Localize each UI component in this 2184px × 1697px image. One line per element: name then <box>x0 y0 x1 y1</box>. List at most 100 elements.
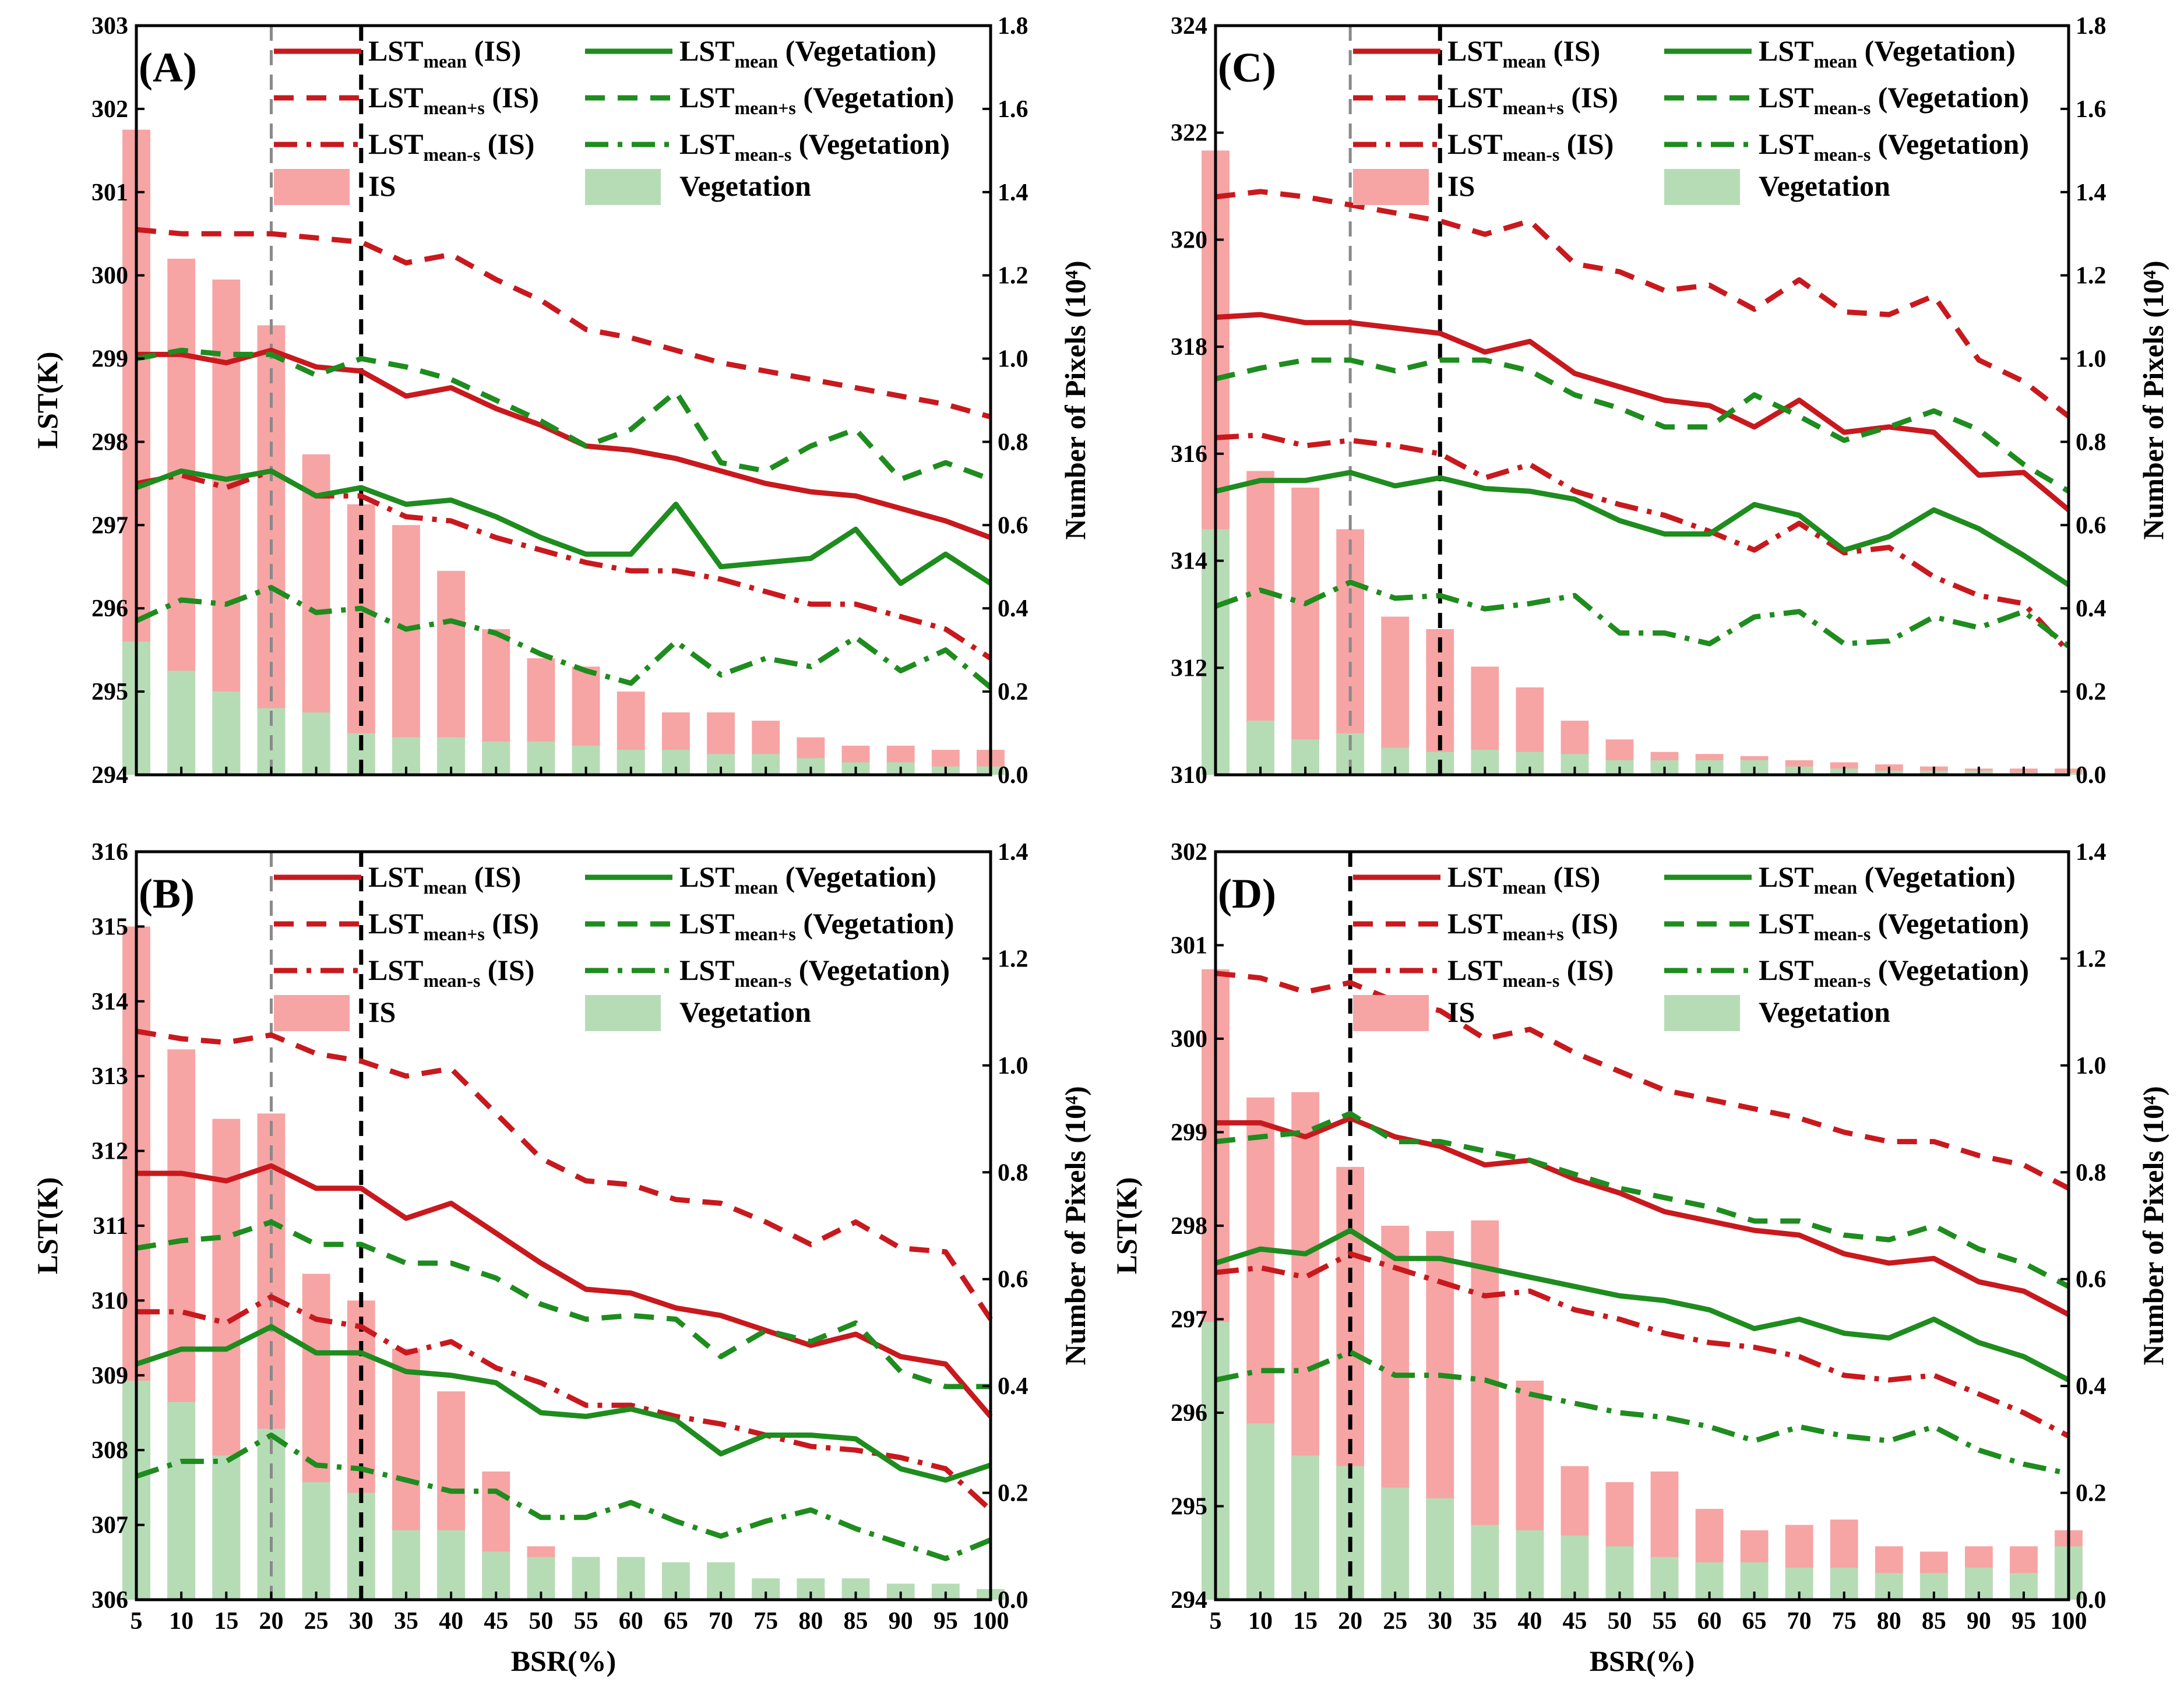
right-tick-label: 0.8 <box>2076 1159 2106 1186</box>
x-tick-label: 45 <box>1562 1608 1587 1635</box>
panel-label: (B) <box>139 870 195 917</box>
x-tick-label: 20 <box>1338 1608 1362 1635</box>
vegetation-bar-15 <box>212 1455 241 1600</box>
legend: LSTmean (IS) LSTmean (Vegetation) LSTmean+… <box>1353 34 2029 205</box>
x-tick-label: 100 <box>973 1608 1009 1635</box>
left-tick-label: 298 <box>1171 1213 1207 1240</box>
x-tick-label: 15 <box>214 1608 238 1635</box>
right-tick-label: 1.6 <box>998 96 1028 123</box>
right-tick-label: 1.2 <box>2076 263 2106 290</box>
vegetation-bar-35 <box>392 1530 420 1600</box>
line-lst-mean-vegetation <box>1214 1227 2070 1382</box>
left-axis-label: LST(K) <box>31 352 64 449</box>
left-tick-label: 314 <box>91 989 128 1015</box>
x-tick-label: 95 <box>2012 1608 2036 1635</box>
legend-label: LSTmean (Vegetation) <box>679 860 936 898</box>
right-tick-label: 0.2 <box>998 679 1028 705</box>
x-tick-label: 90 <box>1967 1608 1991 1635</box>
x-tick-label: 90 <box>889 1608 913 1635</box>
right-tick-label: 1.8 <box>2076 13 2106 40</box>
vegetation-bar-10 <box>167 1402 196 1600</box>
right-tick-label: 1.6 <box>2076 96 2106 123</box>
x-tick-label: 80 <box>798 1608 823 1635</box>
legend-label: LSTmean (Vegetation) <box>679 34 936 72</box>
legend-bar-label: IS <box>1447 996 1475 1028</box>
panel-b: 306 307 308 309 310 311 312 313 314 315 316 0.0 0.2 0… <box>31 839 1091 1677</box>
panel-c: 310 312 314 316 318 320 322 324 0.0 0.2 0.4 0.6 0.8 1… <box>1171 13 2169 789</box>
x-tick-label: 65 <box>1742 1608 1767 1635</box>
line-lst-mean-is <box>136 347 992 541</box>
legend-label: LSTmean (IS) <box>1447 860 1600 898</box>
left-tick-label: 314 <box>1171 548 1207 575</box>
line-lst-mean-is <box>136 1163 993 1419</box>
legend-bar-swatch <box>1353 995 1429 1031</box>
x-tick-label: 30 <box>1428 1608 1452 1635</box>
plot-frame <box>1214 24 2070 777</box>
left-tick-label: 296 <box>1171 1400 1207 1427</box>
left-tick-label: 299 <box>1171 1120 1207 1146</box>
left-tick-label: 309 <box>91 1363 128 1389</box>
left-tick-label: 313 <box>91 1063 128 1090</box>
vegetation-bar-50 <box>1605 1546 1634 1600</box>
x-tick-label: 40 <box>1517 1608 1542 1635</box>
line-lst-mean-s-vegetation <box>1215 1349 2069 1476</box>
right-tick-label: 1.2 <box>2076 945 2106 972</box>
x-tick-label: 10 <box>169 1608 193 1635</box>
left-tick-label: 316 <box>1171 441 1207 468</box>
vegetation-bar-25 <box>302 712 330 775</box>
left-tick-label: 312 <box>91 1138 128 1165</box>
x-tick-label: 25 <box>304 1608 329 1635</box>
legend-bar-label: Vegetation <box>679 996 811 1028</box>
legend-label: LSTmean+s (Vegetation) <box>679 81 954 118</box>
right-tick-label: 0.4 <box>2076 1373 2106 1400</box>
panel-a: 294 295 296 297 298 299 300 301 302 303 0.0 0.2 0.4 0… <box>31 13 1091 789</box>
left-tick-label: 302 <box>1171 839 1207 866</box>
line-lst-mean-s-is <box>1215 971 2070 1191</box>
left-tick-label: 301 <box>1171 933 1207 959</box>
vegetation-bar-35 <box>1471 1525 1499 1600</box>
bars <box>1202 969 2083 1600</box>
right-tick-label: 0.0 <box>998 762 1028 789</box>
series-lines <box>135 227 992 690</box>
x-tick-label: 65 <box>664 1608 688 1635</box>
vegetation-bar-15 <box>1291 1455 1319 1600</box>
left-tick-label: 302 <box>91 96 128 123</box>
is-bar-35 <box>392 525 420 775</box>
x-tick-label: 5 <box>1210 1608 1222 1635</box>
vegetation-bar-20 <box>1336 1466 1365 1600</box>
legend-bar-swatch <box>274 995 350 1031</box>
x-tick-label: 55 <box>574 1608 598 1635</box>
line-lst-mean-vegetation <box>135 468 992 586</box>
vegetation-bar-45 <box>1560 1535 1589 1600</box>
right-tick-label: 0.0 <box>998 1587 1028 1614</box>
legend-label: LSTmean-s (IS) <box>368 954 534 991</box>
legend-label: LSTmean (Vegetation) <box>1759 34 2016 72</box>
x-tick-label: 35 <box>1473 1608 1497 1635</box>
line-lst-mean-vegetation <box>135 1324 992 1483</box>
left-tick-label: 298 <box>91 429 128 456</box>
right-axis-label: Number of Pixels (10⁴) <box>1059 1086 1091 1365</box>
right-tick-label: 0.6 <box>2076 512 2106 539</box>
plot-frame <box>135 24 992 777</box>
x-tick-label: 45 <box>484 1608 508 1635</box>
legend-bar-label: IS <box>368 170 396 202</box>
vegetation-bar-10 <box>167 671 196 775</box>
right-tick-label: 1.4 <box>2076 839 2106 866</box>
legend-label: LSTmean+s (Vegetation) <box>679 907 954 944</box>
left-tick-label: 308 <box>91 1437 128 1464</box>
legend-label: LSTmean-s (Vegetation) <box>1759 81 2029 118</box>
right-tick-label: 1.0 <box>2076 346 2106 373</box>
x-tick-label: 80 <box>1877 1608 1901 1635</box>
series-lines <box>1214 189 2071 654</box>
panel-label: (C) <box>1218 44 1276 91</box>
x-tick-label: 35 <box>394 1608 418 1635</box>
line-lst-mean-s-is <box>136 1294 993 1512</box>
right-tick-label: 1.4 <box>998 179 1028 206</box>
legend: LSTmean (IS) LSTmean (Vegetation) LSTmean+… <box>274 34 954 205</box>
legend-label: LSTmean-s (Vegetation) <box>679 128 950 165</box>
line-lst-mean-is <box>1215 312 2070 512</box>
left-tick-label: 320 <box>1171 227 1207 253</box>
left-tick-label: 322 <box>1171 120 1207 147</box>
left-tick-label: 306 <box>91 1587 128 1614</box>
series-lines <box>135 1028 993 1561</box>
